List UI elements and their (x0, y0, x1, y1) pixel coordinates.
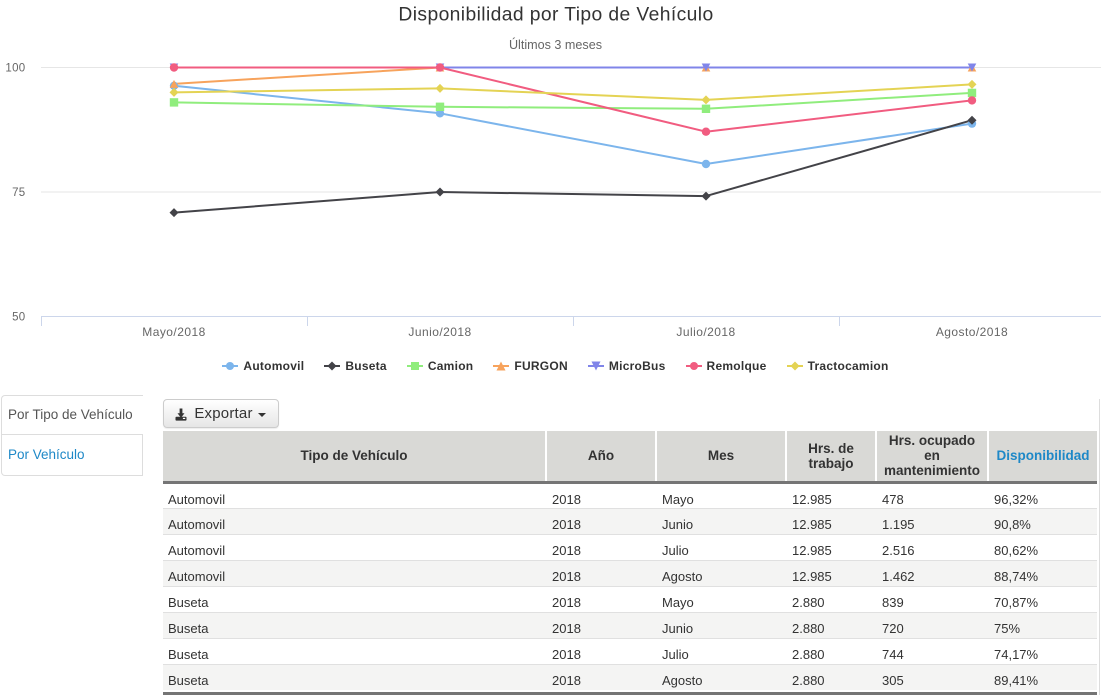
svg-text:Julio/2018: Julio/2018 (676, 325, 735, 339)
svg-text:100: 100 (5, 63, 25, 75)
svg-text:50: 50 (12, 312, 25, 324)
svg-text:Junio/2018: Junio/2018 (408, 325, 471, 339)
svg-text:Disponibilidad por Tipo de Veh: Disponibilidad por Tipo de Vehículo (398, 5, 713, 26)
svg-text:Agosto/2018: Agosto/2018 (936, 325, 1008, 339)
svg-text:Mayo/2018: Mayo/2018 (142, 325, 205, 339)
svg-text:Últimos 3 meses: Últimos 3 meses (509, 37, 602, 52)
svg-text:75: 75 (12, 187, 25, 199)
